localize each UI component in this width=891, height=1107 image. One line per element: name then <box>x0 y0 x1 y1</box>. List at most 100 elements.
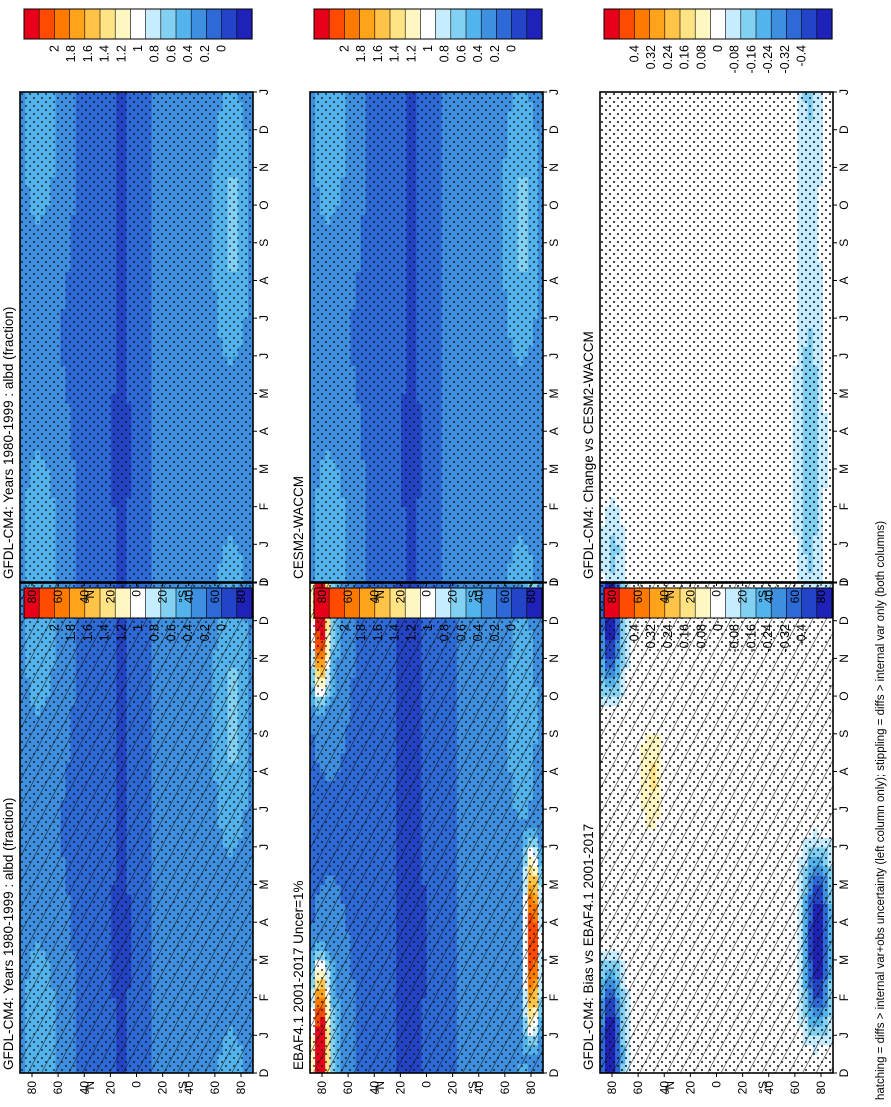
y-tick-label: 40 <box>182 1081 196 1095</box>
colorbar-swatch <box>130 8 147 40</box>
colorbar-label: 0.6 <box>164 624 178 641</box>
y-tick-label: 20 <box>103 1081 117 1095</box>
stippling-overlay <box>20 92 253 582</box>
colorbar-swatch <box>236 8 253 40</box>
colorbar-swatch <box>206 8 223 40</box>
colorbar-swatch <box>84 8 101 40</box>
colorbar-swatch <box>99 8 116 40</box>
x-tick-label: J <box>257 580 271 586</box>
y-tick-label: 60 <box>208 590 222 604</box>
x-tick-label: N <box>257 654 271 663</box>
y-tick-label: 40 <box>77 1081 91 1095</box>
colorbar-label: 1.6 <box>81 45 95 62</box>
colorbar-swatch <box>221 8 238 40</box>
y-tick-label: 60 <box>51 590 65 604</box>
x-tick-label: A <box>257 918 271 926</box>
x-tick-label: O <box>257 200 271 209</box>
x-tick-label: S <box>257 730 271 738</box>
y-tick-label: 40 <box>182 590 196 604</box>
y-tick-label: 0 <box>130 1081 144 1088</box>
y-tick-label: 20 <box>156 1081 170 1095</box>
colorbar-swatch <box>69 8 86 40</box>
panel-title: GFDL-CM4: Years 1980-1999 : albd (fracti… <box>1 307 16 579</box>
colorbar-label: 1.6 <box>81 624 95 641</box>
colorbar-label: 1.8 <box>64 45 78 62</box>
colorbar: 2 1.8 1.6 1.4 1.2 1 0.8 0.6 0.4 0.2 0 <box>23 8 253 62</box>
x-tick-label: J <box>257 806 271 812</box>
colorbar-swatch <box>114 8 131 40</box>
colorbar-label: 0.4 <box>181 45 195 62</box>
x-tick-label: D <box>257 125 271 134</box>
x-tick-label: J <box>257 541 271 547</box>
y-tick-label: 80 <box>234 1081 248 1095</box>
colorbar-label: 0 <box>215 45 229 52</box>
colorbar-swatch <box>23 8 40 40</box>
x-tick-label: M <box>257 880 271 890</box>
x-tick-label: J <box>257 353 271 359</box>
x-tick-label: J <box>257 89 271 95</box>
y-tick-label: 80 <box>25 590 39 604</box>
colorbar-label: 0.2 <box>198 624 212 641</box>
colorbar-label: 1.2 <box>114 624 128 641</box>
x-tick-label: M <box>257 955 271 965</box>
colorbar-frame <box>23 8 253 40</box>
hemisphere-label: °N <box>83 590 97 603</box>
colorbar-label: 0.8 <box>148 45 162 62</box>
y-tick-label: 20 <box>103 590 117 604</box>
colorbar-swatch <box>175 8 192 40</box>
panel-3: EBAF4.1 2001-2017 Uncer=1%DJFMAMJJASONDJ… <box>291 580 561 1094</box>
x-tick-label: A <box>257 427 271 435</box>
x-tick-label: N <box>257 163 271 172</box>
colorbar-label: 1 <box>131 45 145 52</box>
colorbar-label: 0.2 <box>198 45 212 62</box>
x-tick-label: J <box>257 315 271 321</box>
x-tick-label: J <box>257 1032 271 1038</box>
colorbar-label: 0.6 <box>164 45 178 62</box>
colorbar-label: 2 <box>47 45 61 52</box>
y-tick-label: 20 <box>156 590 170 604</box>
colorbar-swatch <box>54 8 71 40</box>
colorbar-label: 0 <box>215 624 229 631</box>
y-tick-label: 80 <box>234 590 248 604</box>
colorbar-swatch <box>38 8 56 40</box>
colorbar-swatch <box>190 8 207 40</box>
x-tick-label: M <box>257 464 271 474</box>
y-tick-label: 60 <box>51 1081 65 1095</box>
x-tick-label: A <box>257 276 271 284</box>
panel-title: GFDL-CM4: Years 1980-1999 : albd (fracti… <box>1 798 16 1070</box>
colorbar: 2 1.8 1.6 1.4 1.2 1 0.8 0.6 0.4 0.2 0 <box>23 587 253 641</box>
colorbar-label: 1.8 <box>64 624 78 641</box>
x-tick-label: F <box>257 994 271 1001</box>
hemisphere-label: °S <box>176 1081 190 1094</box>
x-tick-label: F <box>257 503 271 510</box>
colorbar-swatch <box>160 8 177 40</box>
x-tick-label: O <box>257 691 271 700</box>
y-tick-label: 40 <box>77 590 91 604</box>
x-tick-label: S <box>257 239 271 247</box>
hemisphere-label: °N <box>83 1081 97 1094</box>
y-tick-label: 0 <box>130 590 144 597</box>
colorbar-label: 1.2 <box>114 45 128 62</box>
panel-1: GFDL-CM4: Years 1980-1999 : albd (fracti… <box>1 580 271 1094</box>
x-tick-label: D <box>257 577 271 586</box>
footnote-text: hatching = diffs > internal var+obs unce… <box>875 521 887 1100</box>
hatching-overlay <box>20 583 253 1073</box>
colorbar-label: 2 <box>47 624 61 631</box>
hemisphere-label: °S <box>176 590 190 603</box>
x-tick-label: D <box>257 616 271 625</box>
colorbar-label: 1.4 <box>98 624 112 641</box>
x-tick-label: M <box>257 389 271 399</box>
colorbar-swatch <box>114 587 131 619</box>
x-tick-label: J <box>257 844 271 850</box>
colorbar-label: 0.8 <box>148 624 162 641</box>
y-tick-label: 60 <box>208 1081 222 1095</box>
colorbar-frame <box>23 587 253 619</box>
y-tick-label: 80 <box>25 1081 39 1095</box>
x-tick-label: D <box>257 1068 271 1077</box>
x-tick-label: A <box>257 767 271 775</box>
colorbar-label: 1.4 <box>98 45 112 62</box>
panel-2: GFDL-CM4: Years 1980-1999 : albd (fracti… <box>1 8 271 604</box>
colorbar-swatch <box>145 8 162 40</box>
